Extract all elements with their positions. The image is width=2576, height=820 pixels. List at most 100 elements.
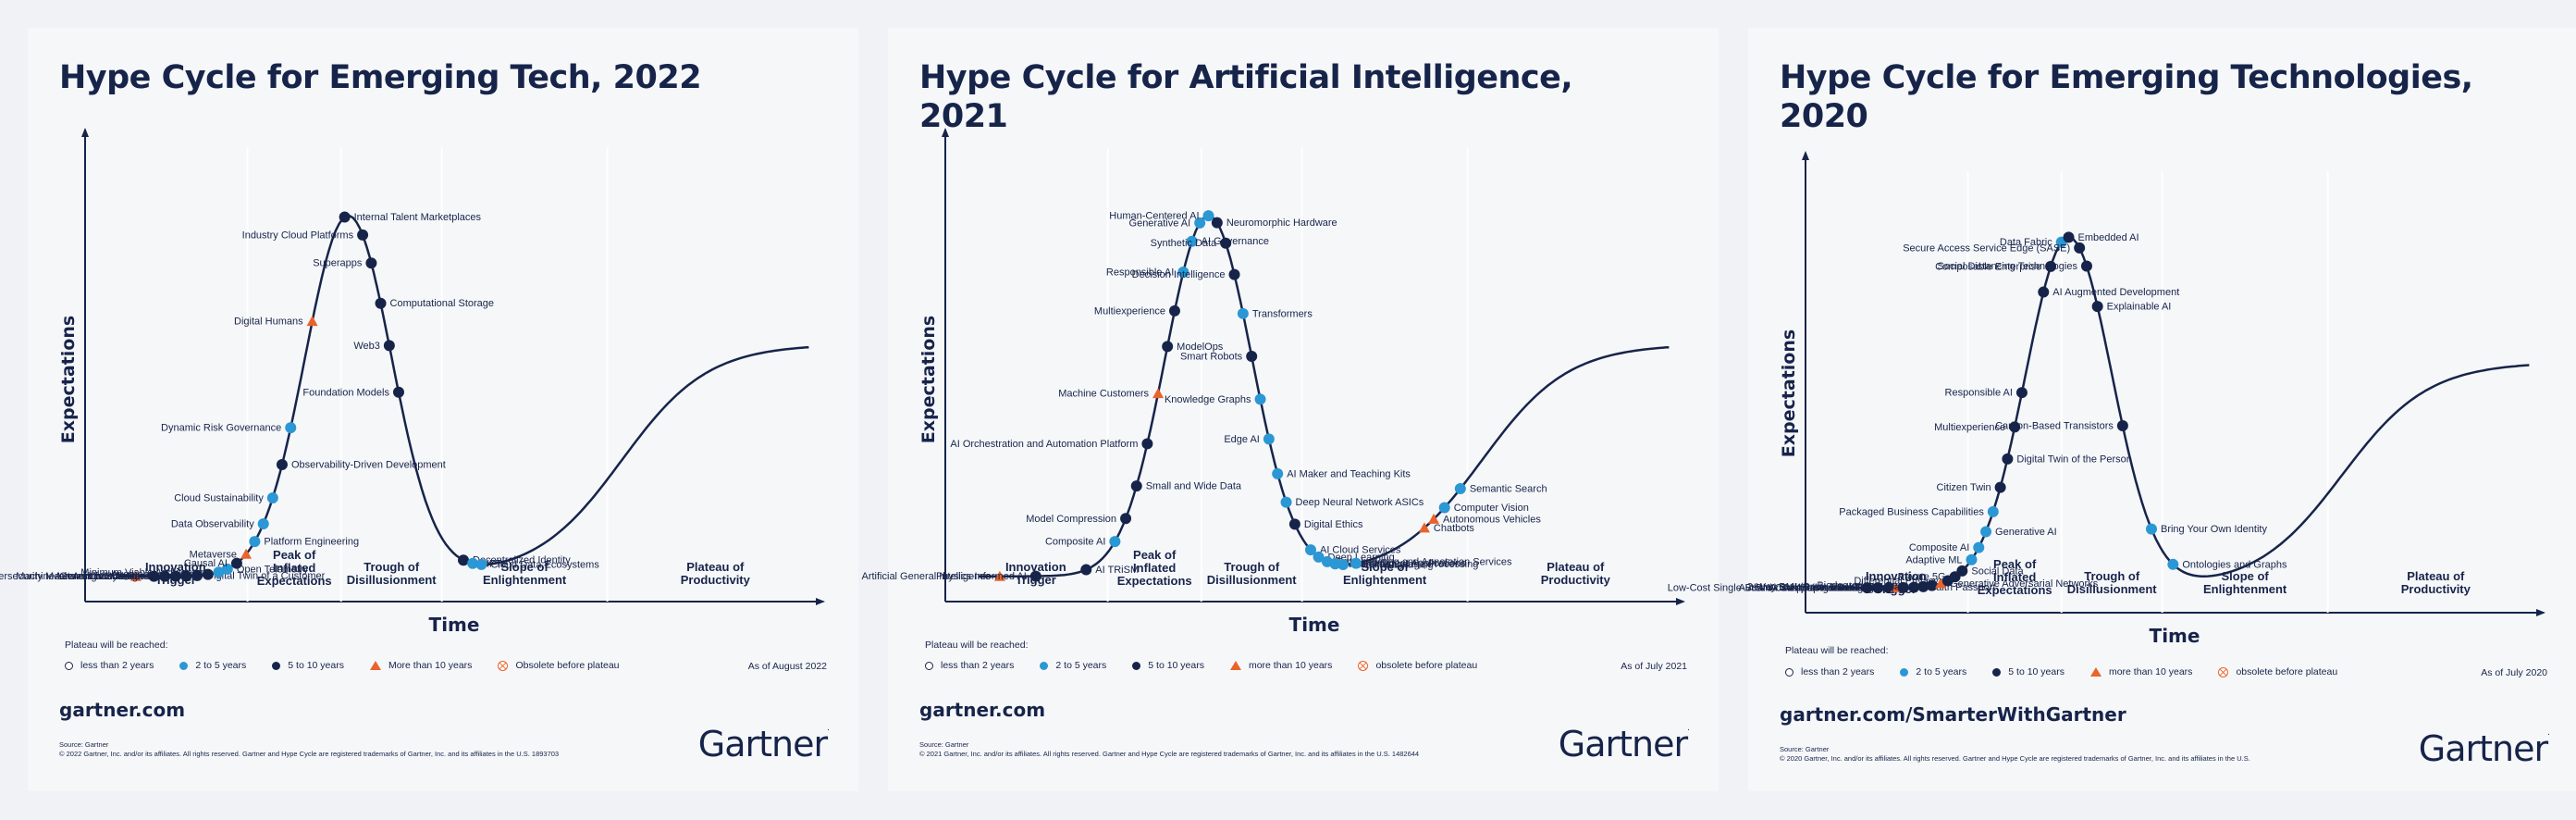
circle-marker bbox=[1254, 393, 1266, 405]
technology-point: Computational Storage bbox=[375, 297, 495, 309]
technology-point: Decision Intelligence bbox=[1132, 268, 1240, 280]
technology-point: Bring Your Own Identity bbox=[2145, 523, 2267, 535]
y-axis-label: Expectations bbox=[58, 316, 79, 443]
triangle-marker bbox=[1152, 388, 1165, 399]
technology-label: Human-Centered AI bbox=[1109, 211, 1199, 222]
circle-marker bbox=[1130, 480, 1142, 492]
phase-label: Plateau of Productivity bbox=[1541, 560, 1611, 587]
site-link[interactable]: gartner.com/SmarterWithGartner bbox=[1780, 703, 2126, 726]
technology-label: Embedded AI bbox=[2078, 232, 2139, 243]
legend-item: more than 10 years bbox=[1229, 660, 1332, 671]
legend-item: 5 to 10 years bbox=[272, 660, 344, 671]
circle-marker bbox=[1080, 564, 1092, 576]
as-of-date: As of July 2020 bbox=[2481, 667, 2547, 678]
triangle-marker bbox=[993, 570, 1005, 581]
triangle-marker bbox=[130, 570, 142, 581]
technology-point: Social Distancing Technologies bbox=[1938, 260, 2092, 272]
technology-label: Machine Learning bbox=[1352, 559, 1433, 570]
technology-label: Packaged Business Capabilities bbox=[1839, 506, 1984, 517]
technology-label: Small and Wide Data bbox=[1146, 481, 1242, 492]
technology-label: Intelligent Applications bbox=[1365, 558, 1466, 569]
technology-label: Generative AI bbox=[1129, 217, 1191, 229]
circle-marker bbox=[1280, 496, 1292, 508]
technology-point: Open Telemetry bbox=[221, 563, 309, 575]
technology-label: Foundation Models bbox=[302, 387, 389, 398]
legend-item: more than 10 years bbox=[2089, 666, 2192, 677]
as-of-date: As of August 2022 bbox=[747, 661, 827, 672]
circle-marker bbox=[159, 570, 171, 582]
circle-blue-icon bbox=[1040, 661, 1049, 670]
technology-point: Responsible AI bbox=[1945, 387, 2028, 399]
technology-label: AI-Assisted Design bbox=[1782, 583, 1868, 594]
circle-marker bbox=[1917, 580, 1929, 592]
technology-label: Self-Supervised Learning bbox=[1780, 582, 1894, 593]
technology-point: Knowledge Graphs bbox=[1165, 393, 1266, 405]
circle-marker bbox=[2091, 301, 2103, 313]
technology-point: Adaptive ML bbox=[1905, 553, 1978, 565]
technology-point: AI-Assisted Design bbox=[1782, 582, 1884, 594]
chart-title: Hype Cycle for Artificial Intelligence, … bbox=[919, 59, 1573, 135]
phase-label: Slope of Enlightenment bbox=[2203, 569, 2287, 596]
circle-marker bbox=[276, 459, 288, 471]
technology-label: Carbon-Based Transistors bbox=[1995, 420, 2114, 431]
legend-item: 2 to 5 years bbox=[1900, 666, 1966, 677]
circle-marker bbox=[257, 518, 269, 530]
circle-marker bbox=[1313, 551, 1325, 563]
technology-point: Code Generation bbox=[89, 570, 181, 582]
technology-point: Ontologies and Graphs bbox=[2167, 558, 2287, 570]
technology-label: Chatbots bbox=[1434, 523, 1475, 534]
technology-point: Physics-Informed AI bbox=[936, 570, 1041, 582]
site-link[interactable]: gartner.com bbox=[59, 699, 186, 721]
technology-point: Digital Ethics bbox=[1288, 518, 1363, 530]
circle-marker bbox=[1168, 304, 1180, 317]
technology-point: Superapps bbox=[313, 257, 377, 269]
technology-point: Generative Design AI bbox=[59, 570, 171, 582]
technology-label: Secure Access Service Edge (SASE) bbox=[1903, 242, 2070, 254]
technology-label: Metaverse bbox=[190, 549, 237, 560]
gartner-logo: Gartner. bbox=[697, 724, 830, 764]
circle-marker bbox=[191, 569, 203, 581]
circle-marker bbox=[365, 257, 377, 269]
technology-label: Semantic Search bbox=[1470, 484, 1547, 495]
circle-marker bbox=[2116, 419, 2128, 431]
circle-marker bbox=[1228, 268, 1240, 280]
technology-point: Internal Talent Marketplaces bbox=[339, 211, 482, 223]
triangle-icon bbox=[1229, 661, 1241, 670]
site-link[interactable]: gartner.com bbox=[919, 699, 1046, 721]
technology-point: NFT bbox=[467, 557, 502, 569]
technology-label: Smart Robots bbox=[1180, 352, 1243, 363]
technology-label: Platform Engineering bbox=[264, 537, 359, 548]
technology-label: Neuromorphic Hardware bbox=[1226, 217, 1337, 229]
hype-cycle-panel: Hype Cycle for Emerging Technologies, 20… bbox=[1668, 28, 2576, 791]
x-axis-arrow bbox=[816, 598, 825, 605]
technology-point: Generative Adversarial Networks bbox=[1935, 578, 2099, 590]
triangle-marker bbox=[240, 548, 253, 559]
x-axis-arrow bbox=[1676, 598, 1685, 605]
circle-marker bbox=[1272, 467, 1284, 479]
phase-label: Plateau of Productivity bbox=[681, 560, 751, 587]
technology-label: Computational Storage bbox=[390, 298, 495, 309]
technology-label: Composable Enterprise bbox=[1935, 261, 2041, 272]
technology-label: Data Labeling and Annotation Services bbox=[1337, 556, 1512, 567]
chart-title: Hype Cycle for Emerging Tech, 2022 bbox=[59, 59, 702, 96]
circle-marker bbox=[1926, 579, 1938, 591]
technology-label: Social Data bbox=[1971, 565, 2024, 577]
technology-label: Adaptive ML bbox=[1905, 554, 1962, 565]
circle-marker bbox=[2167, 558, 2179, 570]
circle-marker bbox=[357, 229, 369, 241]
technology-point: Human-Centered AI bbox=[1109, 210, 1214, 222]
technology-label: AI TRiSM bbox=[1095, 565, 1139, 576]
technology-point: AI Cloud Services bbox=[1304, 544, 1401, 556]
technology-point: Digital Twin of the Person bbox=[2002, 453, 2132, 465]
technology-point: Generative AI bbox=[1129, 217, 1206, 229]
technology-point: Digital Twin of a Customer bbox=[191, 569, 326, 581]
circle-marker bbox=[383, 340, 395, 352]
technology-point: Machine Customers bbox=[1058, 388, 1165, 400]
legend-item: Obsolete before plateau bbox=[498, 660, 620, 671]
technology-point: Responsible AI bbox=[1106, 266, 1189, 278]
circle-outline-icon bbox=[925, 661, 933, 670]
technology-point: Packaged Business Capabilities bbox=[1839, 505, 1999, 517]
technology-point: Machine Learning bbox=[1337, 558, 1433, 570]
technology-point: Autonomic Systems bbox=[55, 570, 160, 582]
technology-label: Authenticated Provenance bbox=[1739, 583, 1858, 594]
